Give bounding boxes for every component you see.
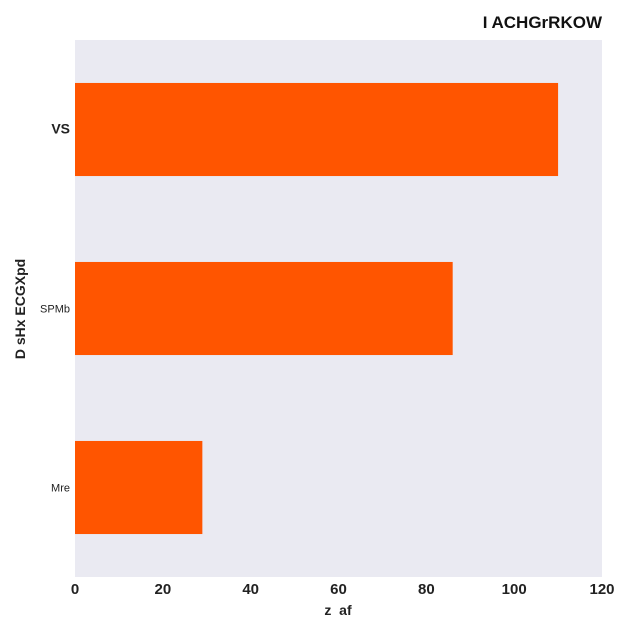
x-tick-label: 40 xyxy=(242,581,259,598)
bar-mre xyxy=(75,440,203,535)
bar-vs xyxy=(75,82,559,177)
y-tick-label: SPMb xyxy=(40,304,70,316)
y-tick-labels: VS SPMb Mre xyxy=(40,121,70,495)
x-tick-label: 0 xyxy=(71,581,79,598)
y-tick-label: Mre xyxy=(51,483,70,495)
x-tick-label: 60 xyxy=(330,581,347,598)
bars-group xyxy=(75,82,559,535)
x-tick-label: 120 xyxy=(589,581,614,598)
x-tick-label: 100 xyxy=(502,581,527,598)
x-tick-label: 20 xyxy=(154,581,171,598)
x-tick-labels: 0 20 40 60 80 100 120 xyxy=(71,581,615,598)
chart-title: I ACHGrRKOW xyxy=(483,13,603,32)
y-tick-label: VS xyxy=(51,121,70,137)
x-axis-label: z af xyxy=(324,602,352,618)
bar-spmb xyxy=(75,261,453,356)
x-tick-label: 80 xyxy=(418,581,435,598)
y-axis-label: D sHx ECGXpd xyxy=(12,259,28,359)
